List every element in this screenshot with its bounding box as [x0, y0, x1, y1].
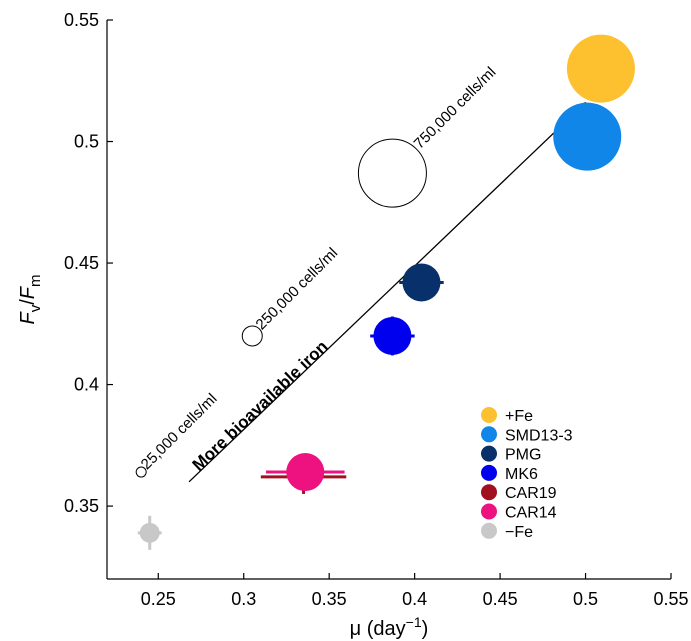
x-tick-label: 0.5	[573, 589, 598, 609]
x-tick-label: 0.3	[231, 589, 256, 609]
data-marker	[567, 35, 635, 103]
legend-marker	[481, 484, 497, 500]
series-point	[138, 516, 162, 550]
x-axis-label-base: μ (day	[350, 618, 406, 640]
y-tick-label: 0.35	[64, 496, 99, 516]
series-point	[567, 35, 635, 103]
x-tick-label: 0.55	[653, 589, 688, 609]
data-marker	[553, 103, 621, 171]
y-tick-label: 0.5	[74, 132, 99, 152]
y-axis-label: Fv/Fm	[17, 275, 44, 325]
legend-label: CAR14	[505, 505, 557, 522]
reference-label: 750,000 cells/ml	[411, 64, 500, 153]
legend: +Fe SMD13-3 PMG MK6 CAR19 CAR14 −Fe	[481, 407, 573, 541]
legend-label: +Fe	[505, 408, 533, 425]
series-point	[553, 103, 621, 171]
legend-marker	[481, 465, 497, 481]
series-point	[266, 453, 345, 491]
x-tick-label: 0.35	[312, 589, 347, 609]
data-marker	[286, 453, 324, 491]
y-axis-label-sub2: m	[27, 275, 44, 288]
legend-label: PMG	[505, 447, 541, 464]
reference-circle	[358, 139, 426, 207]
legend-label: MK6	[505, 466, 538, 483]
x-tick-label: 0.45	[483, 589, 518, 609]
legend-marker	[481, 446, 497, 462]
reference-label: 250,000 cells/ml	[253, 245, 342, 334]
y-tick-label: 0.4	[74, 375, 99, 395]
legend-marker	[481, 426, 497, 442]
series-point	[370, 317, 414, 356]
x-tick-label: 0.25	[141, 589, 176, 609]
y-tick-label: 0.45	[64, 253, 99, 273]
x-axis-label-close: )	[422, 618, 429, 640]
x-axis-label-exponent: −1	[406, 614, 422, 630]
data-marker	[402, 263, 440, 301]
legend-marker	[481, 504, 497, 520]
legend-label: −Fe	[505, 524, 533, 541]
y-tick-label: 0.55	[64, 10, 99, 30]
data-marker	[373, 317, 411, 355]
x-axis-label: μ (day−1)	[350, 614, 429, 640]
data-marker	[140, 523, 160, 543]
x-tick-label: 0.4	[402, 589, 427, 609]
legend-marker	[481, 407, 497, 423]
series-point	[399, 263, 443, 301]
legend-label: CAR19	[505, 485, 557, 502]
legend-marker	[481, 523, 497, 539]
legend-label: SMD13-3	[505, 427, 573, 444]
